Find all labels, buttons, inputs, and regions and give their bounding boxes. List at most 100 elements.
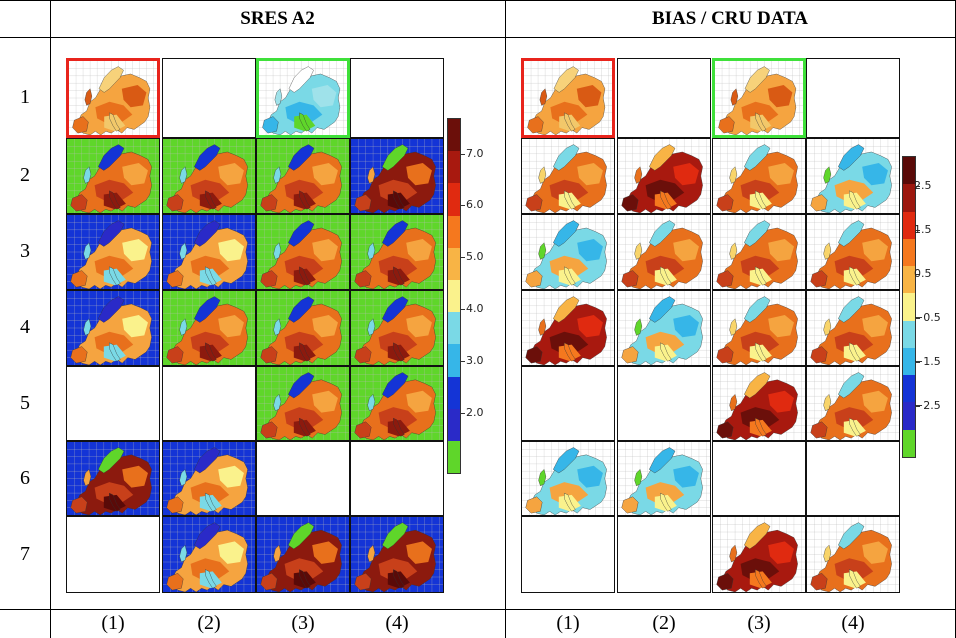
europe-map xyxy=(618,215,710,289)
europe-map xyxy=(522,215,614,289)
colorbar-swatch xyxy=(903,238,915,267)
colorbar-swatch xyxy=(448,408,460,441)
europe-map xyxy=(807,517,899,592)
row-label: 6 xyxy=(20,466,30,489)
colorbar-swatch xyxy=(448,440,460,474)
sres-map-panel xyxy=(256,138,350,214)
europe-map xyxy=(69,61,157,135)
colorbar-tick-mark xyxy=(916,361,920,363)
bias-map-panel xyxy=(617,138,711,214)
bias-map-panel xyxy=(806,516,900,593)
bias-empty-cell xyxy=(806,58,900,138)
bias-empty-cell xyxy=(712,441,806,516)
bias-map-panel xyxy=(712,58,806,138)
bias-map-panel xyxy=(712,214,806,290)
europe-map xyxy=(257,367,349,440)
colorbar-swatch xyxy=(903,211,915,239)
europe-map xyxy=(522,442,614,515)
bias-empty-cell xyxy=(617,516,711,593)
sres-empty-cell xyxy=(350,58,444,138)
bias-map-panel xyxy=(712,290,806,366)
bias-empty-cell xyxy=(617,58,711,138)
colorbar-swatch xyxy=(448,215,460,248)
colorbar-swatch xyxy=(903,293,915,321)
bias-map-panel xyxy=(521,290,615,366)
row-label: 5 xyxy=(20,391,30,414)
colorbar-tick-mark xyxy=(461,257,465,259)
europe-map xyxy=(524,61,612,135)
sres-map-panel xyxy=(162,516,256,593)
column-label: (3) xyxy=(747,612,771,634)
bias-empty-cell xyxy=(521,516,615,593)
europe-map xyxy=(618,139,710,213)
colorbar-swatch xyxy=(448,376,460,409)
table-top-border xyxy=(0,0,956,1)
sres-map-panel xyxy=(256,366,350,441)
row-label: 4 xyxy=(20,316,30,338)
europe-map xyxy=(257,215,349,289)
sres-map-panel xyxy=(66,290,160,366)
bias-map-panel xyxy=(617,441,711,516)
bias-map-panel xyxy=(521,214,615,290)
europe-map xyxy=(351,517,443,592)
colorbar-swatch xyxy=(448,247,460,280)
colorbar-swatch xyxy=(448,183,460,216)
europe-map xyxy=(257,517,349,592)
colorbar-tick-label: −0.5 xyxy=(914,310,941,324)
column-label: (4) xyxy=(841,612,865,634)
sres-empty-cell xyxy=(256,441,350,516)
colorbar-tick-label: 3.0 xyxy=(466,353,484,367)
europe-map xyxy=(618,442,710,515)
panel-group-separator xyxy=(505,0,506,638)
colorbar-tick-label: 0.5 xyxy=(914,267,932,281)
europe-map xyxy=(163,139,255,213)
column-label: (4) xyxy=(385,612,409,634)
colorbar-swatch xyxy=(448,151,460,184)
europe-map xyxy=(67,291,159,365)
colorbar-swatch xyxy=(448,344,460,377)
sres-map-panel xyxy=(350,138,444,214)
bias-map-panel xyxy=(521,441,615,516)
bias-map-panel xyxy=(806,290,900,366)
sres-map-panel xyxy=(350,516,444,593)
sres-map-panel xyxy=(66,214,160,290)
colorbar-swatch xyxy=(903,184,915,212)
sres-map-panel xyxy=(350,366,444,441)
colorbar-tick-mark xyxy=(461,412,465,414)
row-label: 3 xyxy=(20,240,30,262)
europe-map xyxy=(163,442,255,515)
europe-map xyxy=(351,215,443,289)
column-label: (2) xyxy=(197,612,221,634)
sres-map-panel xyxy=(66,138,160,214)
colorbar-swatch xyxy=(903,157,915,185)
europe-map xyxy=(713,215,805,289)
header-bias-cru-data: BIAS / CRU DATA xyxy=(651,8,809,29)
colorbar-swatch xyxy=(903,266,915,294)
bias-empty-cell xyxy=(617,366,711,441)
row-label: 7 xyxy=(20,542,30,565)
bias-map-panel xyxy=(712,516,806,593)
colorbar-tick-label: 7.0 xyxy=(466,146,484,160)
colorbar-tick-mark xyxy=(916,317,920,319)
europe-map xyxy=(807,367,899,440)
sres-empty-cell xyxy=(66,516,160,593)
europe-map xyxy=(618,291,710,365)
colorbar-tick-label: 6.0 xyxy=(466,198,484,212)
sres-empty-cell xyxy=(350,441,444,516)
colorbar-tick-label: 2.5 xyxy=(914,179,932,193)
bias-map-panel xyxy=(806,366,900,441)
colorbar-tick-label: −2.5 xyxy=(914,398,941,412)
europe-map xyxy=(67,215,159,289)
sres-empty-cell xyxy=(162,366,256,441)
europe-map xyxy=(257,139,349,213)
sres-map-panel xyxy=(256,214,350,290)
bias-empty-cell xyxy=(521,366,615,441)
colorbar-swatch xyxy=(448,279,460,313)
europe-map xyxy=(351,139,443,213)
colorbar-tick-mark xyxy=(916,405,920,407)
colorbar-tick-mark xyxy=(461,205,465,207)
bias-map-panel xyxy=(521,138,615,214)
colorbar-strip xyxy=(447,118,461,474)
colorbar-swatch xyxy=(903,375,915,403)
colorbar-tick-mark xyxy=(461,360,465,362)
